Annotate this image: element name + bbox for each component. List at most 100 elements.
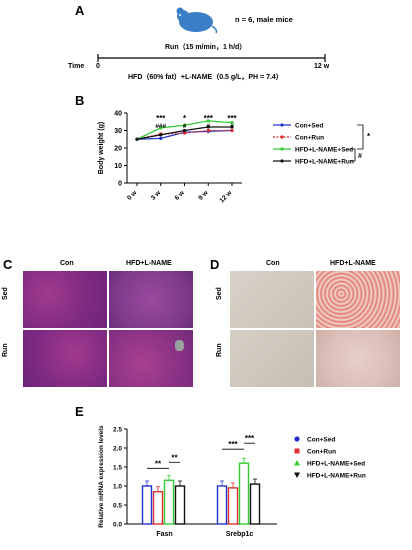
data-point — [182, 123, 187, 127]
sig-hash: # — [206, 123, 210, 130]
y-tick-label: 0.5 — [113, 503, 122, 510]
timeline — [97, 54, 326, 62]
x-tick-label: Fasn — [156, 531, 172, 538]
legend-label: Con+Sed — [307, 437, 335, 444]
mice-note: n = 6, male mice — [235, 15, 293, 24]
data-point — [206, 128, 210, 133]
legend-label: Con+Run — [307, 449, 336, 456]
mrna-expression-chart: 0.0 0.5 1.0 1.5 2.0 2.5 Relative mRNA expressi… — [98, 425, 366, 538]
bar — [174, 485, 186, 525]
bar — [227, 487, 239, 525]
sig-star: * — [183, 114, 187, 123]
panel-a-label: A — [75, 3, 85, 18]
bar — [152, 490, 164, 525]
data-point — [230, 128, 234, 133]
legend-bracket — [357, 124, 364, 150]
c-col-con: Con — [60, 260, 74, 267]
data-point — [135, 137, 139, 141]
y-axis-label: Body weight (g) — [98, 122, 105, 175]
bar — [141, 485, 153, 525]
y-tick-label: 1.5 — [113, 465, 122, 472]
legend-marker — [294, 436, 300, 442]
x-tick-label: Srebp1c — [226, 531, 254, 538]
legend-marker — [294, 448, 300, 454]
x-tick-label: 0 w — [126, 189, 139, 202]
legend-label: HFD+L-NAME+Sed — [295, 147, 353, 154]
legend-sig-hash: # — [358, 153, 362, 160]
panel-b-label: B — [75, 93, 85, 108]
he-stain-hfd-run — [109, 330, 193, 387]
y-tick-label: 2.5 — [113, 427, 122, 434]
sig-star: *** — [156, 114, 166, 123]
x-tick-label: 6 w — [174, 189, 187, 202]
time-label: Time — [68, 63, 85, 70]
time-end: 12 w — [314, 63, 330, 70]
data-point — [159, 136, 163, 140]
d-row-run: Run — [216, 343, 223, 357]
data-point — [182, 128, 187, 133]
d-col-hfd: HFD+L-NAME — [330, 260, 376, 267]
legend-marker — [280, 123, 284, 127]
sig-star: *** — [227, 114, 237, 123]
x-tick-label: 12 w — [218, 189, 234, 205]
he-stain-hfd-sed — [109, 271, 193, 328]
oil-red-hfd-sed — [316, 271, 400, 328]
legend-label: Con+Run — [295, 135, 324, 142]
legend-label: HFD+L-NAME+Run — [295, 159, 354, 166]
legend-marker — [294, 460, 300, 466]
data-point — [206, 125, 210, 129]
legend-label: Con+Sed — [295, 123, 323, 130]
bar — [249, 483, 261, 525]
data-point — [182, 131, 187, 135]
sig-hash: # — [183, 123, 187, 130]
d-col-con: Con — [266, 260, 280, 267]
bar — [216, 485, 228, 525]
legend-sig-star: * — [367, 132, 371, 141]
y-tick-label: 10 — [114, 163, 122, 170]
panel-e-label: E — [75, 404, 84, 419]
time-start: 0 — [96, 63, 100, 70]
data-point — [159, 133, 163, 137]
legend-marker — [280, 135, 284, 139]
diet-note: HFD（60% fat）+L-NAME（0.5 g/L，PH = 7.4） — [128, 74, 283, 81]
oil-red-con-run — [230, 330, 314, 387]
legend-bracket — [350, 148, 356, 162]
panel-c-label: C — [3, 257, 13, 272]
sig-label: *** — [245, 434, 255, 443]
x-tick-label: 9 w — [197, 189, 210, 202]
sig-label: ** — [155, 459, 162, 468]
body-weight-chart: 0 10 20 30 40 0 w 3 w 6 w 9 w 12 w Body weight (g)… — [98, 111, 371, 205]
sig-label: ** — [171, 453, 178, 462]
y-tick-label: 2.0 — [113, 446, 122, 453]
y-tick-label: 1.0 — [113, 484, 122, 491]
legend-marker — [280, 159, 284, 163]
legend-marker — [280, 147, 284, 151]
data-point — [230, 125, 234, 129]
he-stain-con-sed — [23, 271, 107, 328]
sig-hash: # — [230, 123, 234, 130]
sig-star: *** — [204, 114, 214, 123]
oil-red-hfd-run — [316, 330, 400, 387]
y-tick-label: 0 — [118, 181, 122, 188]
panel-d-label: D — [210, 257, 220, 272]
d-row-sed: Sed — [216, 287, 223, 300]
bar — [163, 479, 175, 525]
legend-marker — [294, 472, 300, 478]
y-tick-label: 40 — [114, 111, 122, 118]
y-tick-label: 0.0 — [113, 522, 122, 529]
c-row-sed: Sed — [2, 287, 9, 300]
run-protocol: Run（15 m/min，1 h/d） — [165, 44, 247, 51]
sig-hash: ### — [155, 123, 166, 130]
oil-red-con-sed — [230, 271, 314, 328]
y-axis-label: Relative mRNA expression levels — [98, 425, 105, 528]
y-tick-label: 20 — [114, 146, 122, 153]
he-stain-con-run — [23, 330, 107, 387]
legend-label: HFD+L-NAME+Sed — [307, 461, 365, 468]
legend-label: HFD+L-NAME+Run — [307, 473, 366, 480]
x-tick-label: 3 w — [150, 189, 163, 202]
data-point — [230, 121, 234, 125]
c-row-run: Run — [2, 343, 9, 357]
sig-label: *** — [228, 440, 238, 449]
data-point — [206, 119, 210, 123]
bar — [238, 462, 250, 525]
